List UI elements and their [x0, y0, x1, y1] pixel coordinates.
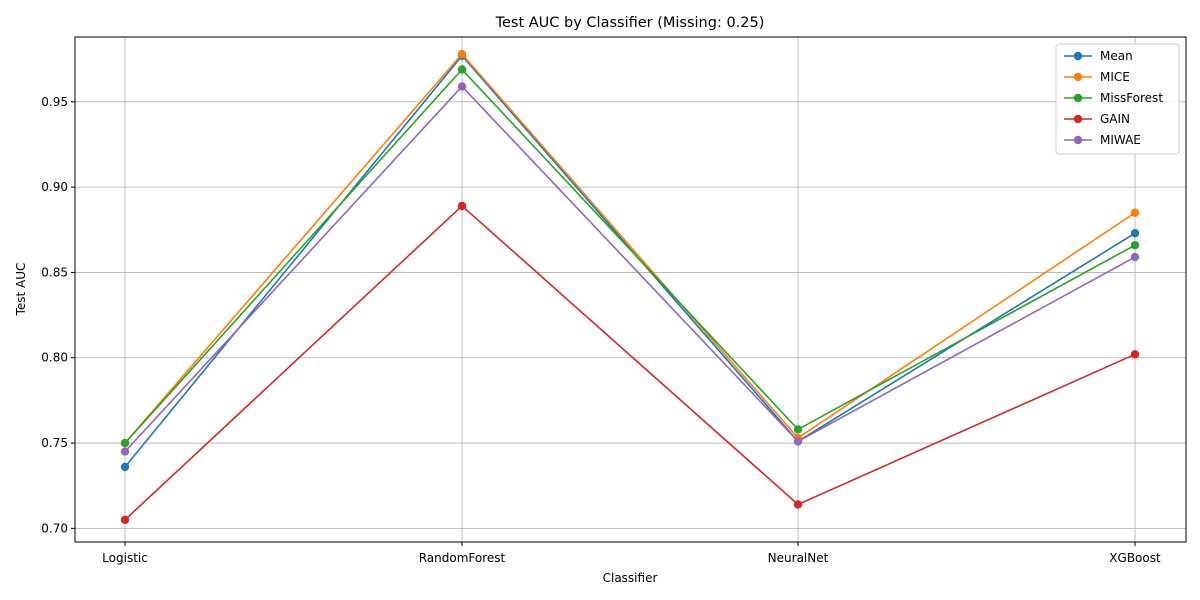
legend-entry-miwae: MIWAE [1064, 133, 1141, 147]
legend-label: MissForest [1100, 91, 1163, 105]
data-point-gain [457, 201, 467, 211]
series-miwae [120, 82, 1140, 456]
data-point-mean [120, 462, 130, 472]
x-tick-label: RandomForest [419, 551, 506, 565]
x-tick-label: NeuralNet [768, 551, 829, 565]
legend-frame [1055, 43, 1180, 155]
legend-swatch-marker [1073, 72, 1083, 82]
data-point-gain [120, 515, 130, 525]
ticks: Logistic RandomForest NeuralNet XGBoost 0.70… [41, 95, 1161, 565]
series-line-gain [124, 204, 1136, 521]
legend-swatch-marker [1073, 135, 1083, 145]
legend-label: GAIN [1100, 112, 1130, 126]
y-tick-label: 0.95 [41, 95, 68, 109]
legend-swatch-marker [1073, 93, 1083, 103]
y-tick-label: 0.90 [41, 180, 68, 194]
y-axis-title: Test AUC [14, 263, 28, 317]
series-line-miwae [124, 85, 1136, 453]
data-point-mice [457, 49, 467, 59]
data-point-miwae [793, 437, 803, 446]
legend-label: MIWAE [1100, 133, 1141, 147]
legend-entry-missforest: MissForest [1064, 91, 1163, 105]
x-tick-label: Logistic [102, 551, 148, 565]
data-point-missforest [120, 438, 130, 448]
data-point-missforest [457, 65, 467, 74]
data-point-mice [1130, 208, 1140, 217]
legend-swatch-marker [1073, 114, 1083, 124]
legend-label: Mean [1100, 49, 1133, 63]
y-tick-label: 0.75 [41, 436, 68, 450]
y-tick-label: 0.70 [41, 521, 68, 535]
chart-title: Test AUC by Classifier (Missing: 0.25) [495, 15, 765, 31]
y-tick-label: 0.80 [41, 351, 68, 365]
plot-frame [74, 36, 1187, 543]
x-tick-label: XGBoost [1109, 551, 1161, 565]
x-axis-title: Classifier [603, 571, 658, 585]
data-point-missforest [793, 425, 803, 434]
legend-entry-mice: MICE [1064, 70, 1130, 84]
series-gain [120, 201, 1140, 525]
legend: Mean MICE MissForest GAIN MIWAE [1055, 43, 1180, 155]
data-point-miwae [120, 447, 130, 456]
data-point-missforest [1130, 240, 1140, 250]
data-point-miwae [457, 82, 467, 91]
legend-swatch-marker [1073, 51, 1083, 61]
series-missforest [120, 65, 1140, 448]
data-point-gain [1130, 350, 1140, 359]
legend-label: MICE [1100, 70, 1130, 84]
series-group [120, 49, 1140, 525]
y-tick-label: 0.85 [41, 265, 68, 279]
series-line-missforest [124, 68, 1136, 444]
series-line-mice [124, 52, 1136, 444]
grid [75, 37, 1186, 542]
data-point-gain [793, 500, 803, 509]
legend-entry-mean: Mean [1064, 49, 1133, 63]
data-point-mean [1130, 229, 1140, 238]
data-point-miwae [1130, 252, 1140, 262]
legend-entry-gain: GAIN [1064, 112, 1130, 126]
